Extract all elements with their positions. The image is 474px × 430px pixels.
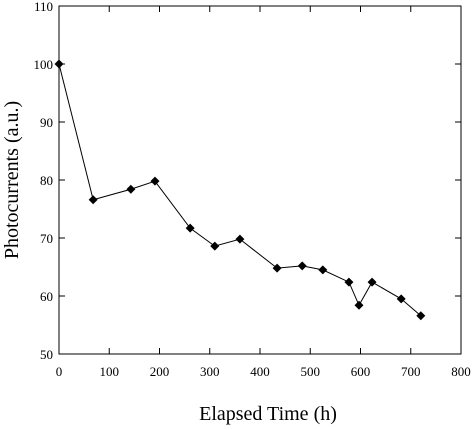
y-tick-label: 80 [40,173,53,188]
x-tick-label: 300 [200,364,220,379]
data-point [150,176,160,186]
data-point [88,195,98,205]
data-point [396,294,406,304]
y-tick-label: 60 [40,289,53,304]
x-tick-label: 600 [351,364,371,379]
x-tick-label: 800 [451,364,471,379]
data-point [367,277,377,287]
y-axis-title: Photocurrents (a.u.) [1,101,23,259]
data-point [185,223,195,233]
y-tick-label: 90 [40,115,53,130]
data-point [416,311,426,321]
data-point [318,265,328,275]
data-point [54,59,64,69]
data-point [235,234,245,244]
y-tick-label: 100 [34,57,54,72]
data-point [272,263,282,273]
x-tick-label: 700 [401,364,421,379]
y-tick-label: 70 [40,231,53,246]
x-tick-label: 200 [150,364,170,379]
data-point [210,241,220,251]
data-point [354,300,364,310]
data-point [297,261,307,271]
x-tick-label: 100 [100,364,120,379]
data-point [126,184,136,194]
data-point [344,277,354,287]
x-axis-title: Elapsed Time (h) [199,403,337,425]
x-tick-label: 0 [56,364,63,379]
x-tick-label: 400 [250,364,270,379]
y-tick-label: 110 [34,0,53,14]
y-tick-label: 50 [40,347,53,362]
x-tick-label: 500 [301,364,321,379]
series-line [58,63,422,317]
